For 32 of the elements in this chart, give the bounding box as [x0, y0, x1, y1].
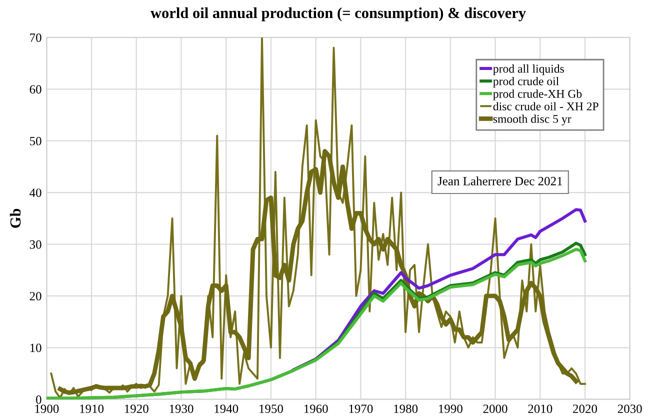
- x-tick-label: 1920: [124, 404, 148, 414]
- x-tick-label: 1970: [349, 404, 373, 414]
- x-tick-label: 1950: [260, 404, 283, 414]
- y-tick-label: 20: [30, 292, 42, 300]
- y-tick-label: 50: [30, 136, 42, 146]
- x-tick-label: 2010: [528, 404, 552, 414]
- annotation: Jean Laherrere Dec 2021: [438, 176, 562, 186]
- legend-label: prod all liquids: [493, 64, 564, 76]
- line-series: [58, 148, 578, 395]
- y-tick-label: 70: [30, 33, 42, 42]
- legend-label: prod crude-XH Gb: [493, 90, 582, 100]
- x-tick-label: 1900: [35, 404, 59, 414]
- legend-label: smooth disc 5 yr: [493, 114, 572, 126]
- x-tick-label: 2020: [573, 404, 598, 414]
- x-tick-label: 1940: [214, 404, 238, 414]
- x-tick-label: 2030: [618, 404, 642, 414]
- x-tick-label: 1980: [394, 404, 418, 414]
- x-tick-label: 1910: [80, 404, 104, 414]
- y-tick-label: 0: [36, 395, 42, 404]
- legend-label: disc crude oil - XH 2P: [493, 102, 598, 110]
- line-series: [50, 37, 586, 399]
- y-tick-label: 40: [30, 188, 42, 198]
- x-tick-label: 1990: [439, 404, 462, 414]
- y-tick-label: 60: [30, 85, 42, 94]
- x-tick-label: 1930: [170, 404, 194, 414]
- y-tick-label: 10: [30, 344, 42, 352]
- x-tick-label: 1960: [304, 404, 328, 414]
- chart-title: world oil annual production (= consumption) & discovery: [150, 7, 526, 22]
- y-axis-title: Gb: [10, 208, 21, 228]
- legend-label: prod crude oil: [493, 76, 559, 88]
- x-tick-label: 2000: [483, 404, 508, 414]
- y-tick-label: 30: [30, 240, 42, 249]
